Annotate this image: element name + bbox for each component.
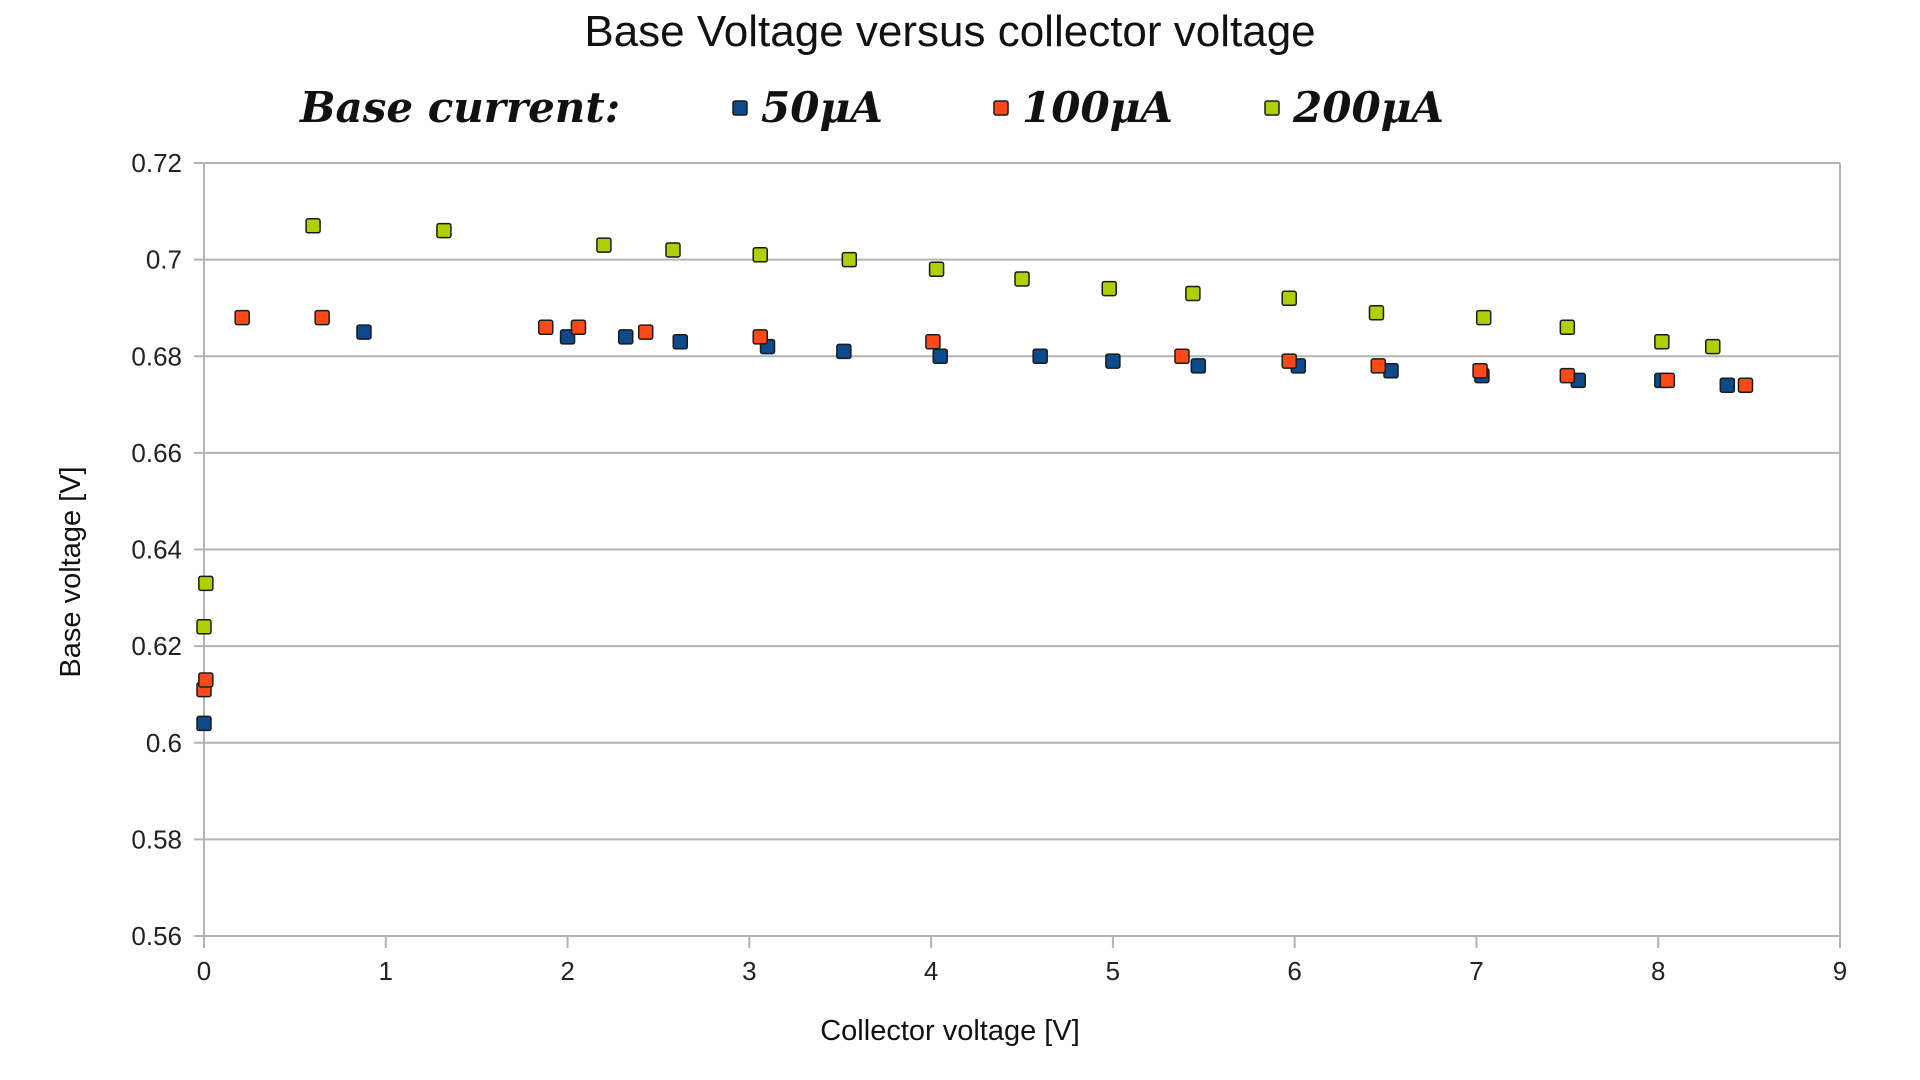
- data-point: [1368, 305, 1385, 321]
- data-point: [196, 619, 212, 635]
- legend-swatch: [1264, 100, 1280, 116]
- y-tick-label: 0.68: [131, 341, 182, 371]
- data-point: [196, 715, 212, 732]
- data-point: [928, 261, 945, 278]
- data-point: [596, 237, 612, 253]
- data-point: [1559, 319, 1576, 336]
- data-point: [637, 324, 654, 340]
- data-point: [836, 343, 852, 360]
- y-tick-label: 0.62: [131, 631, 182, 661]
- data-point: [305, 218, 321, 234]
- data-point: [1719, 377, 1736, 393]
- data-point: [1105, 353, 1121, 369]
- legend: 50μA 100μA 200μA: [732, 83, 1444, 132]
- x-tick-label: 3: [742, 956, 756, 986]
- data-point: [1383, 362, 1399, 379]
- data-point: [1014, 271, 1030, 287]
- gridlines: [204, 162, 1840, 937]
- data-point: [1705, 338, 1721, 355]
- data-point: [1654, 334, 1670, 350]
- legend-title: Base current:: [299, 83, 620, 132]
- data-point: [841, 251, 858, 268]
- series-200A-points: [196, 218, 1721, 635]
- data-point: [1032, 348, 1048, 364]
- data-point: [672, 334, 689, 350]
- data-point: [1281, 290, 1297, 307]
- x-tick-label: 2: [560, 956, 574, 986]
- data-point: [1475, 309, 1492, 326]
- x-axis-label: Collector voltage [V]: [820, 1015, 1080, 1047]
- data-point: [1190, 358, 1207, 374]
- data-point: [752, 247, 768, 263]
- data-point: [1174, 348, 1190, 364]
- x-tick-label: 1: [379, 956, 393, 986]
- y-tick-label: 0.72: [131, 148, 182, 178]
- data-points: [196, 218, 1754, 732]
- data-point: [925, 334, 941, 350]
- x-tick-label: 0: [197, 956, 211, 986]
- data-point: [436, 222, 452, 239]
- data-point: [1472, 362, 1488, 379]
- legend-label: 100μA: [1022, 83, 1173, 132]
- legend-label: 50μA: [761, 83, 883, 132]
- data-point: [356, 324, 372, 340]
- data-point: [537, 319, 554, 336]
- legend-label: 200μA: [1292, 83, 1444, 132]
- chart-title: Base Voltage versus collector voltage: [584, 7, 1315, 56]
- x-tick-label: 6: [1287, 956, 1301, 986]
- x-tick-label: 9: [1833, 956, 1847, 986]
- data-point: [198, 672, 214, 688]
- data-point: [314, 309, 330, 326]
- data-point: [932, 348, 948, 364]
- data-point: [1281, 353, 1297, 369]
- y-tick-label: 0.56: [131, 921, 182, 951]
- y-tick-label: 0.66: [131, 438, 182, 468]
- y-tick-label: 0.7: [146, 245, 182, 275]
- data-point: [1101, 280, 1118, 297]
- data-point: [752, 329, 768, 345]
- x-tick-label: 8: [1651, 956, 1665, 986]
- y-tick-label: 0.6: [146, 728, 182, 758]
- data-point: [570, 319, 587, 336]
- data-point: [1185, 285, 1201, 302]
- data-point: [665, 242, 681, 258]
- y-axis-ticks: 0.56 0.58 0.6 0.62 0.64 0.66 0.68 0.7 0.72: [131, 148, 204, 951]
- series-100A-points: [196, 309, 1754, 698]
- legend-swatch: [732, 100, 748, 116]
- x-tick-label: 5: [1106, 956, 1120, 986]
- y-axis-label: Base voltage [V]: [55, 466, 87, 677]
- legend-swatch: [993, 100, 1009, 116]
- data-point: [1559, 367, 1576, 384]
- data-point: [198, 575, 214, 592]
- x-axis-ticks: 0 1 2 3 4 5 6 7 8 9: [197, 936, 1847, 986]
- y-tick-label: 0.64: [131, 535, 182, 565]
- data-point: [234, 309, 250, 326]
- x-tick-label: 4: [924, 956, 938, 986]
- data-point: [1659, 372, 1676, 389]
- data-point: [1737, 377, 1754, 393]
- data-point: [617, 329, 634, 345]
- y-tick-label: 0.58: [131, 824, 182, 854]
- x-tick-label: 7: [1469, 956, 1483, 986]
- series-50A-points: [196, 324, 1736, 732]
- data-point: [1370, 358, 1387, 374]
